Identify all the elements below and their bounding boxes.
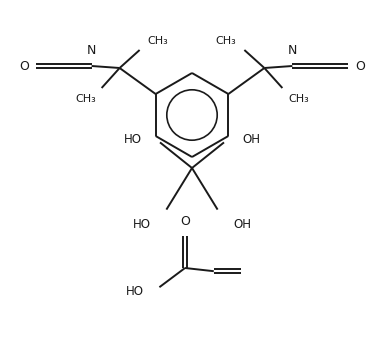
Text: O: O — [355, 59, 365, 72]
Text: CH₃: CH₃ — [216, 36, 237, 46]
Text: HO: HO — [124, 133, 142, 146]
Text: OH: OH — [233, 217, 252, 230]
Text: OH: OH — [242, 133, 260, 146]
Text: CH₃: CH₃ — [288, 94, 309, 104]
Text: O: O — [180, 215, 190, 228]
Text: O: O — [19, 59, 29, 72]
Text: CH₃: CH₃ — [75, 94, 96, 104]
Text: HO: HO — [132, 217, 151, 230]
Text: N: N — [87, 44, 96, 57]
Text: CH₃: CH₃ — [147, 36, 168, 46]
Text: N: N — [288, 44, 297, 57]
Text: HO: HO — [126, 285, 143, 298]
